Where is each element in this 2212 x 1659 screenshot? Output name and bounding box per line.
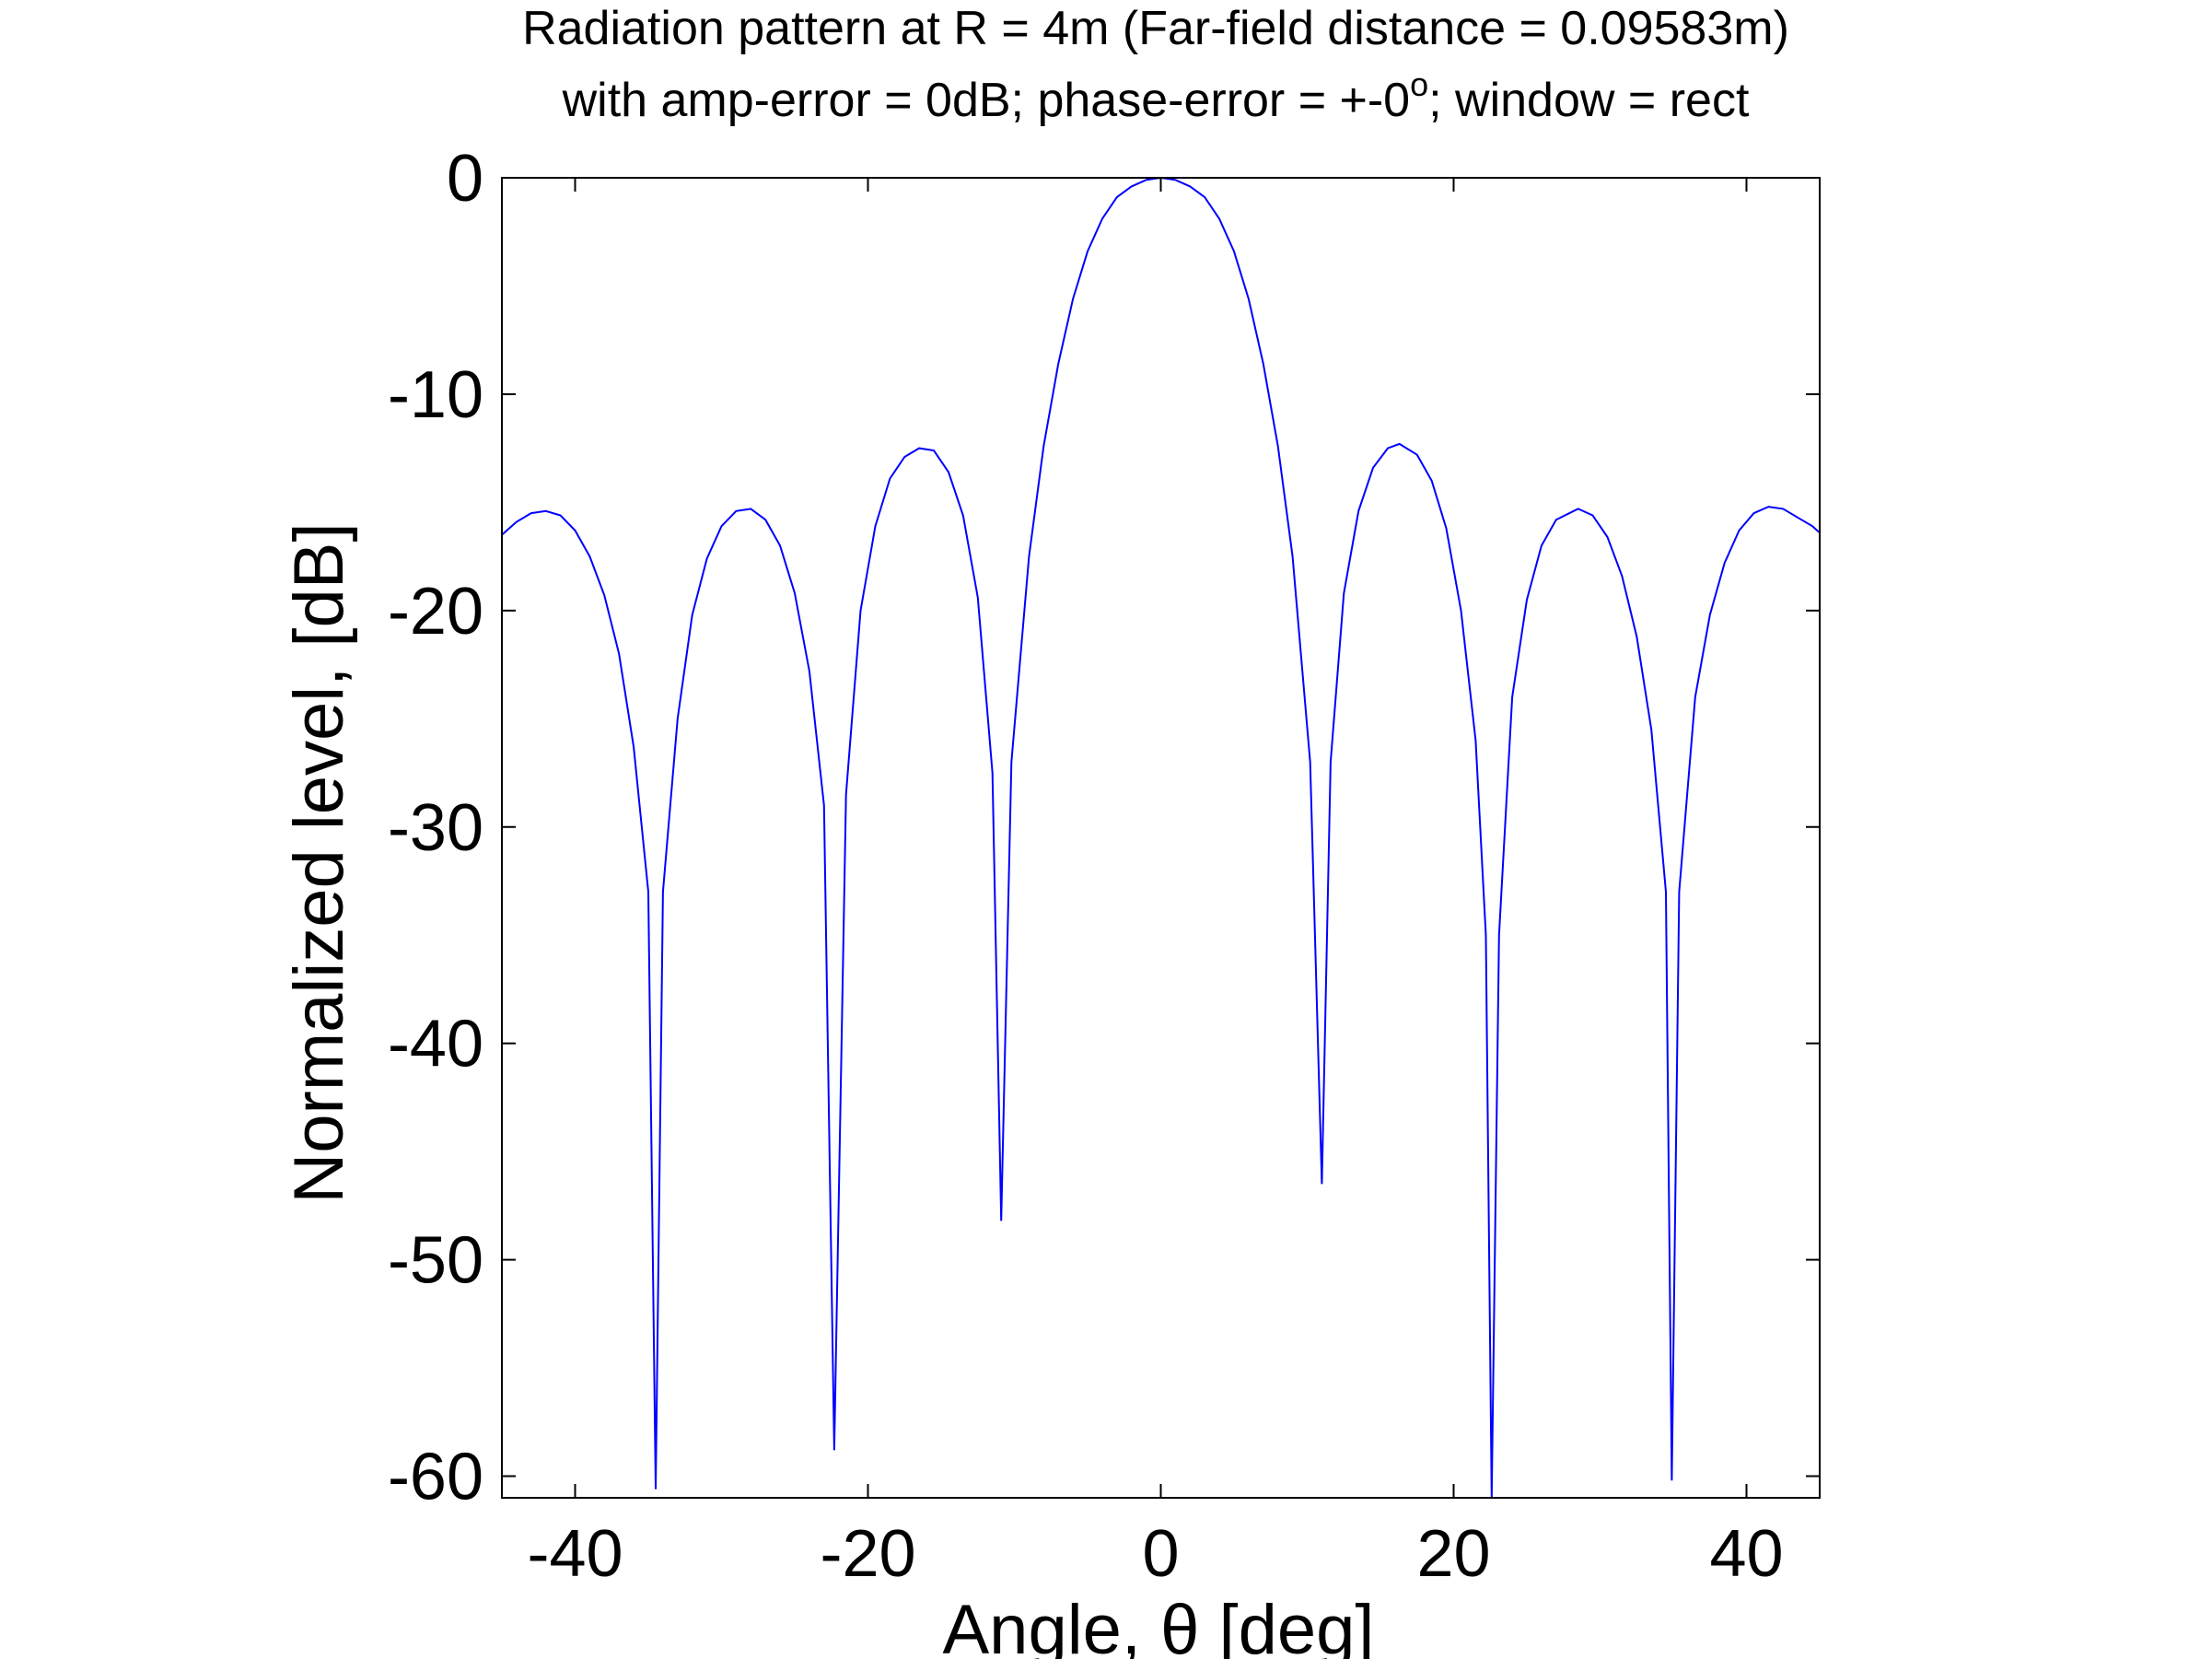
plot-area: -40 -20 0 20 40 0 -10 -20 -30 -40 -50 -60 — [388, 142, 1821, 1591]
y-tick-label: -30 — [388, 791, 483, 865]
chart-title-line-2-main: with amp-error = 0dB; phase-error = +-0 — [562, 74, 1411, 127]
chart-title-line-2: with amp-error = 0dB; phase-error = +-0o… — [562, 65, 1750, 127]
x-axis-label: Angle, θ [deg] — [942, 1591, 1374, 1659]
axes-box — [501, 177, 1821, 1499]
y-tick-label: 0 — [447, 142, 483, 216]
x-tick-label: -20 — [820, 1517, 915, 1591]
y-tick-label: -20 — [388, 575, 483, 648]
x-tick-label: 40 — [1709, 1517, 1783, 1591]
chart-title-line-2-tail: ; window = rect — [1428, 74, 1750, 127]
y-tick-label: -40 — [388, 1008, 483, 1081]
chart-title-line-1: Radiation pattern at R = 4m (Far-field d… — [522, 2, 1789, 55]
y-tick-label: -10 — [388, 358, 483, 432]
degree-superscript: o — [1410, 65, 1428, 103]
x-tick-label: 20 — [1416, 1517, 1490, 1591]
x-tick-label: 0 — [1142, 1517, 1179, 1591]
x-tick-label: -40 — [527, 1517, 623, 1591]
series-line-1 — [502, 178, 1820, 1498]
y-axis-label: Normalized level, [dB] — [280, 522, 358, 1203]
y-tick-label: -60 — [388, 1441, 483, 1514]
y-tick-label: -50 — [388, 1224, 483, 1298]
